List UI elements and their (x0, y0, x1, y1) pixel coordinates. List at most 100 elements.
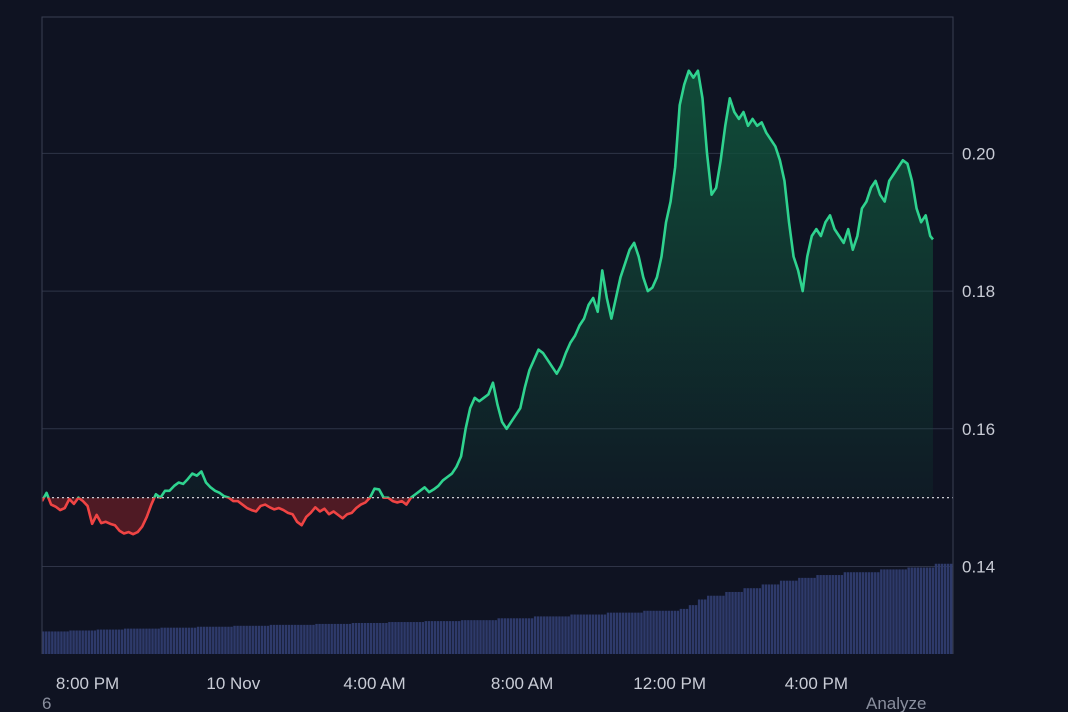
volume-bar (506, 618, 510, 654)
volume-bar (230, 626, 233, 654)
volume-bar (807, 577, 810, 654)
volume-bar (667, 610, 670, 654)
volume-bar (904, 569, 907, 654)
volume-bar (782, 580, 786, 654)
volume-bar (394, 622, 397, 654)
volume-bar (321, 623, 324, 654)
volume-bar (855, 572, 859, 654)
volume-bar (594, 614, 598, 654)
volume-bar (606, 612, 610, 654)
volume-bar (889, 569, 892, 654)
volume-bar (242, 625, 245, 654)
volume-bar (804, 577, 807, 654)
volume-bar (707, 595, 710, 654)
volume-bar (488, 620, 491, 654)
volume-bar (694, 605, 698, 654)
volume-bar (512, 618, 516, 654)
volume-bar (336, 623, 339, 654)
x-tick-label: 4:00 AM (343, 674, 405, 693)
volume-bar (773, 584, 777, 654)
volume-bar (354, 622, 358, 654)
y-tick-label: 0.18 (962, 282, 995, 301)
volume-bar (178, 627, 182, 654)
volume-bar (75, 630, 78, 654)
volume-bar (427, 621, 431, 654)
volume-bar (543, 616, 546, 654)
volume-bar (123, 628, 127, 654)
volume-bar (294, 624, 297, 654)
volume-bar (600, 614, 604, 654)
volume-bar (946, 563, 950, 654)
volume-bar (145, 628, 148, 654)
volume-bar (157, 628, 160, 654)
volume-bar (202, 626, 206, 654)
volume-bar (573, 614, 576, 654)
volume-bar (248, 625, 251, 654)
volume-bar (831, 575, 834, 654)
volume-bar (218, 626, 221, 654)
volume-bar (740, 591, 743, 654)
volume-bar (497, 618, 500, 654)
volume-bar (764, 584, 768, 654)
price-line-up (42, 69, 934, 498)
volume-bar (275, 624, 279, 654)
volume-bar (84, 630, 87, 654)
volume-bar (315, 623, 318, 654)
volume-bar (858, 572, 862, 654)
volume-bar (300, 624, 303, 654)
area-below-baseline (42, 497, 933, 535)
x-axis-ticks: 8:00 PM 10 Nov 4:00 AM 8:00 AM 12:00 PM 4:00 … (56, 674, 848, 693)
volume-bar (761, 584, 765, 654)
volume-bar (816, 575, 819, 654)
volume-bar (852, 572, 856, 654)
volume-bar (382, 622, 385, 654)
volume-bar (391, 622, 394, 654)
volume-bar (120, 629, 124, 654)
volume-bar (703, 599, 707, 654)
volume-bar (397, 622, 400, 654)
volume-bar (649, 610, 652, 654)
volume-bar (117, 629, 121, 654)
volume-bar (63, 631, 66, 654)
volume-bar (245, 625, 248, 654)
volume-bar (93, 630, 97, 654)
volume-bar (646, 610, 649, 654)
volume-bar (880, 569, 883, 654)
volume-bar (725, 591, 728, 654)
volume-bar (260, 625, 264, 654)
footer-left-fragment: 6 (42, 694, 52, 712)
volume-bar (652, 610, 655, 654)
volume-bar (937, 563, 941, 654)
volume-bar (588, 614, 592, 654)
volume-bar (810, 577, 813, 654)
volume-bar (518, 618, 522, 654)
volume-bar (239, 625, 242, 654)
volume-bar (609, 612, 613, 654)
volume-bar (360, 622, 364, 654)
volume-bar (60, 631, 63, 654)
volume-bar (728, 591, 731, 654)
x-tick-label: 8:00 PM (56, 674, 119, 693)
volume-bar (798, 577, 801, 654)
volume-bar (448, 621, 452, 654)
volume-bar (415, 622, 418, 654)
volume-bar (840, 575, 844, 654)
volume-bar (828, 575, 831, 654)
analyze-link-fragment[interactable]: Analyze (866, 694, 927, 712)
volume-bar (576, 614, 579, 654)
volume-bar (603, 614, 607, 654)
volume-bar (436, 621, 440, 654)
volume-bar (871, 572, 874, 654)
volume-bar (388, 622, 391, 654)
volume-bar (503, 618, 507, 654)
volume-bar (615, 612, 619, 654)
price-area (42, 70, 933, 535)
volume-bar (54, 631, 57, 654)
y-axis-ticks: 0.14 0.16 0.18 0.20 (962, 144, 995, 576)
volume-bar (640, 612, 643, 654)
volume-bar (342, 623, 346, 654)
volume-bar (524, 618, 528, 654)
volume-bar (734, 591, 737, 654)
volume-bar (618, 612, 622, 654)
